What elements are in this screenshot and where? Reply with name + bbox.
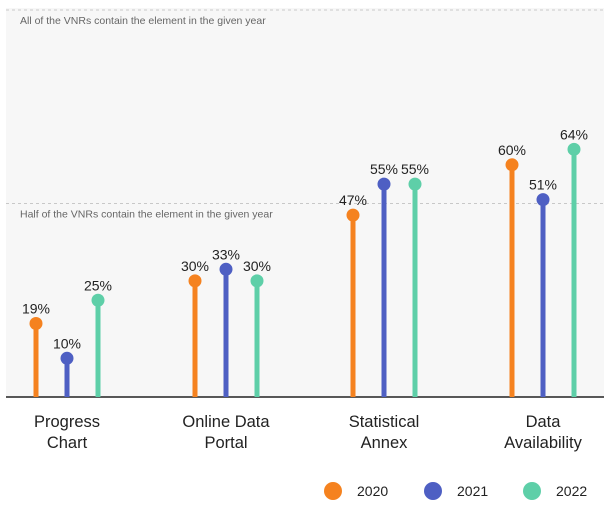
legend-entry-label: 2021 — [457, 483, 488, 499]
data-label: 10% — [53, 335, 81, 351]
lollipop-stem — [540, 199, 546, 397]
category-label: Chart — [47, 434, 88, 452]
data-label: 47% — [339, 192, 367, 208]
data-label: 30% — [181, 258, 209, 274]
category-label: Annex — [361, 434, 409, 452]
data-label: 25% — [84, 277, 112, 293]
lollipop-stem — [509, 164, 515, 397]
data-label: 55% — [370, 161, 398, 177]
lollipop-marker — [346, 208, 360, 222]
data-label: 55% — [401, 161, 429, 177]
data-label: 60% — [498, 142, 526, 158]
data-label: 19% — [22, 300, 50, 316]
lollipop-stem — [33, 323, 39, 397]
category-label: Portal — [204, 434, 247, 452]
category-label: Data — [526, 413, 562, 431]
lollipop-marker — [505, 158, 519, 172]
data-label: 33% — [212, 246, 240, 262]
lollipop-marker — [219, 262, 233, 276]
data-label: 51% — [529, 177, 557, 193]
category-label: Progress — [34, 413, 100, 431]
legend-marker — [424, 482, 442, 500]
lollipop-stem — [350, 215, 356, 397]
legend-marker — [523, 482, 541, 500]
reference-line-label: All of the VNRs contain the element in t… — [20, 15, 266, 27]
plot-background — [6, 8, 604, 397]
lollipop-marker — [567, 142, 581, 156]
legend-entry-label: 2022 — [556, 483, 587, 499]
data-label: 30% — [243, 258, 271, 274]
reference-line-label: Half of the VNRs contain the element in … — [20, 209, 273, 221]
legend-marker — [324, 482, 342, 500]
lollipop-marker — [188, 274, 202, 288]
lollipop-marker — [536, 193, 550, 207]
lollipop-stem — [223, 269, 229, 397]
lollipop-stem — [254, 280, 260, 397]
lollipop-stem — [381, 184, 387, 397]
data-label: 64% — [560, 126, 588, 142]
category-label: Statistical — [349, 413, 420, 431]
lollipop-marker — [60, 351, 74, 365]
category-label: Availability — [504, 434, 582, 452]
lollipop-stem — [95, 300, 101, 397]
lollipop-stem — [412, 184, 418, 397]
lollipop-marker — [91, 293, 105, 307]
category-label: Online Data — [182, 413, 270, 431]
lollipop-stem — [64, 358, 70, 397]
lollipop-marker — [29, 316, 43, 330]
lollipop-stem — [192, 280, 198, 397]
lollipop-marker — [250, 274, 264, 288]
legend-entry-label: 2020 — [357, 483, 388, 499]
lollipop-stem — [571, 149, 577, 397]
lollipop-marker — [408, 177, 422, 191]
lollipop-marker — [377, 177, 391, 191]
